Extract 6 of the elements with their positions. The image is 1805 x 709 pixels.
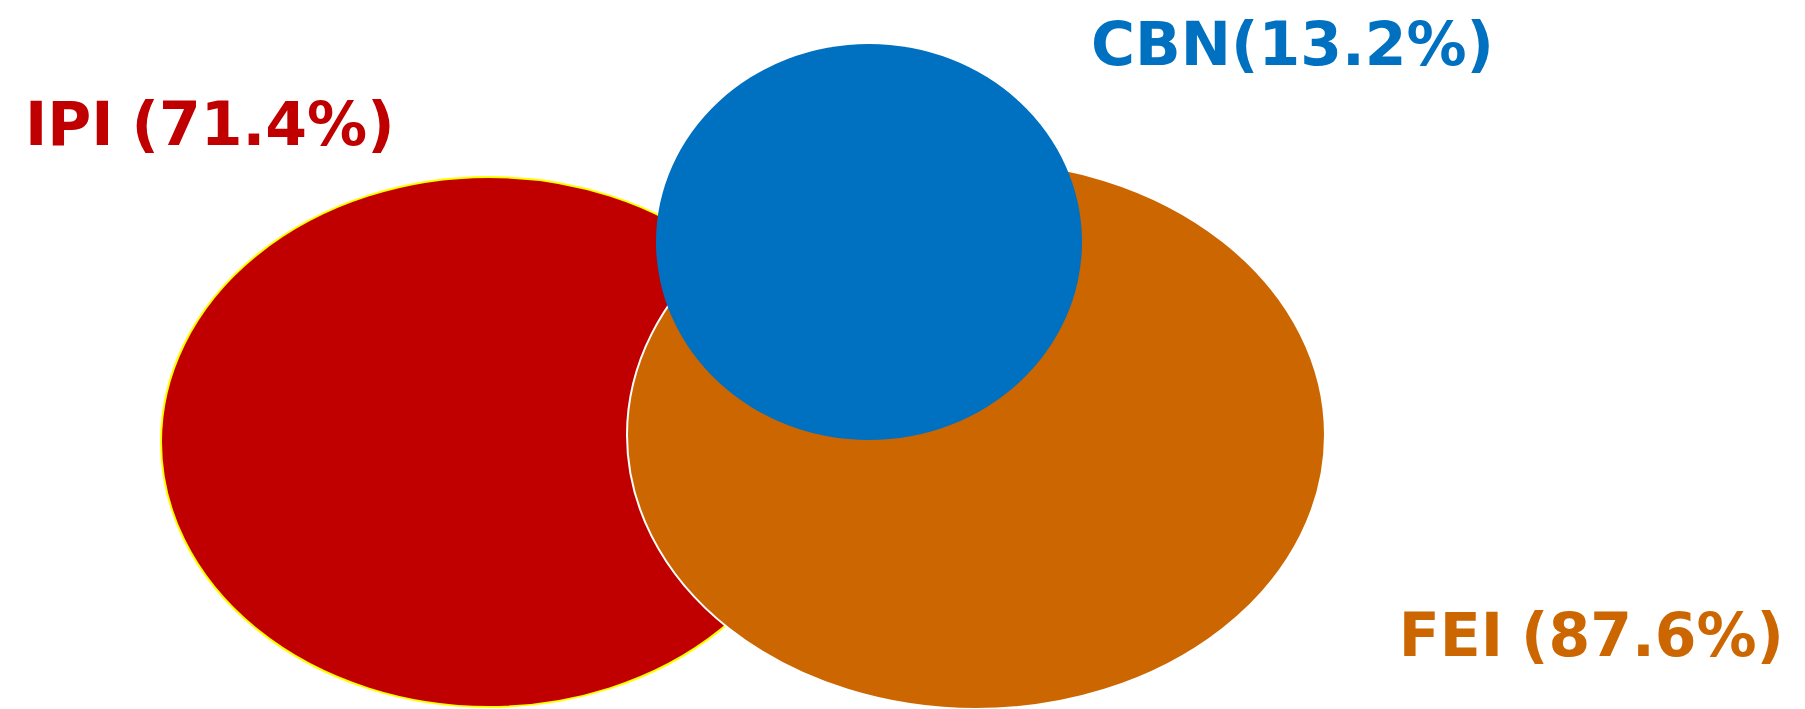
category-label: FEI xyxy=(1398,600,1503,670)
data-label: (71.4%) xyxy=(131,89,395,159)
category-label: CBN xyxy=(1091,9,1231,79)
category-label: IPI xyxy=(25,89,114,159)
data-label: (13.2%) xyxy=(1230,9,1494,79)
data-label: (87.6%) xyxy=(1521,600,1784,670)
